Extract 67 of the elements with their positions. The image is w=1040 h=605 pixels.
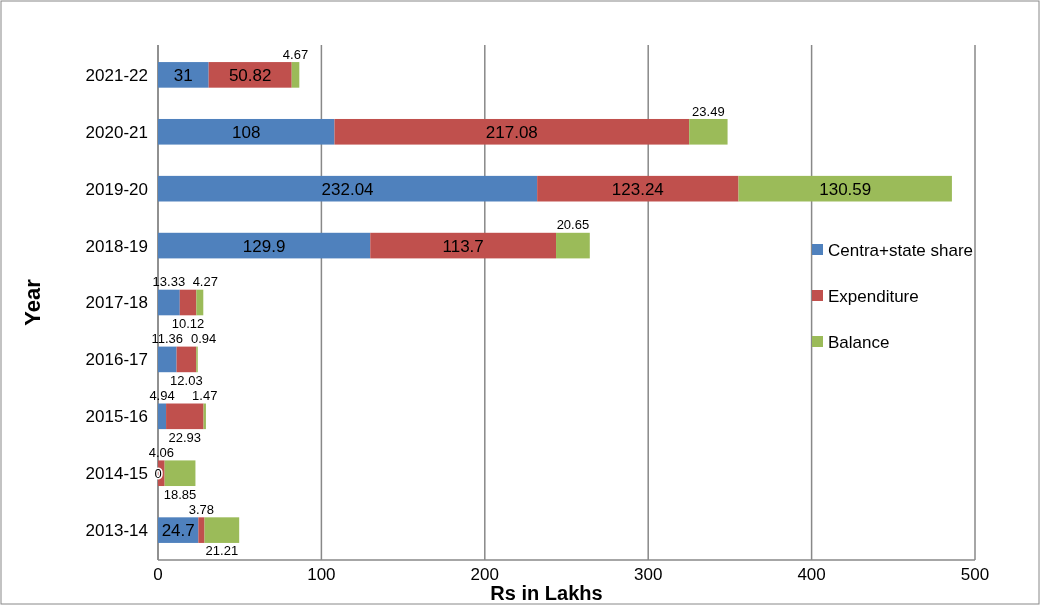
bar [158, 62, 209, 88]
bar [204, 517, 240, 543]
data-label: 23.49 [692, 103, 725, 119]
data-label: 21.21 [205, 543, 239, 559]
data-label: 4.67 [282, 46, 309, 62]
bar [556, 232, 590, 259]
bar [291, 62, 300, 88]
bar [166, 403, 204, 430]
bar [158, 346, 177, 373]
x-tick-label: 300 [634, 565, 663, 584]
data-label: 20.65 [556, 217, 590, 233]
data-label: 113.7 [442, 236, 484, 256]
data-label: 4.06 [148, 444, 174, 460]
bar [689, 118, 728, 145]
y-tick-label: 2013-14 [85, 521, 148, 541]
x-axis-title: Rs in Lakhs [490, 582, 603, 604]
legend-label: Expenditure [828, 286, 919, 306]
y-tick-label: 2014-15 [85, 464, 148, 484]
data-label: 0.94 [191, 331, 217, 347]
bar [370, 232, 557, 259]
legend-label: Balance [828, 332, 890, 352]
y-tick-label: 2017-18 [85, 293, 148, 313]
data-label: 12.03 [170, 372, 203, 388]
data-label: 4.94 [149, 388, 175, 404]
y-tick-label: 2018-19 [85, 236, 148, 256]
y-axis-title: Year [20, 278, 45, 326]
data-label: 232.04 [321, 179, 374, 199]
bar [738, 175, 952, 202]
x-tick-label: 0 [153, 565, 163, 584]
bar [158, 403, 167, 430]
y-tick-label: 2015-16 [85, 407, 148, 427]
data-label: 4.27 [192, 274, 218, 290]
bar [158, 289, 180, 316]
data-label: 24.7 [161, 521, 195, 541]
y-tick-label: 2020-21 [85, 122, 148, 142]
bar [158, 175, 538, 202]
x-tick-label: 200 [470, 565, 499, 584]
bar [164, 460, 196, 487]
data-label: 50.82 [228, 65, 272, 85]
y-tick-label: 2019-20 [85, 179, 148, 199]
data-label: 129.9 [242, 236, 286, 256]
data-label: 11.36 [151, 331, 184, 347]
bar [176, 346, 197, 373]
x-tick-label: 400 [797, 565, 826, 584]
data-label: 18.85 [163, 486, 197, 502]
bar [537, 175, 739, 202]
bar [334, 118, 690, 145]
bar [158, 118, 335, 145]
data-label: 22.93 [168, 429, 202, 445]
bar [179, 289, 197, 316]
legend-label: Centra+state share [828, 240, 974, 260]
y-tick-label: 2016-17 [85, 350, 148, 370]
bar [198, 517, 205, 543]
x-tick-label: 500 [960, 565, 990, 584]
x-tick-label: 100 [307, 565, 336, 584]
data-label: 1.47 [192, 388, 218, 404]
data-label: 130.59 [819, 179, 872, 199]
data-label: 217.08 [485, 122, 538, 142]
bar [196, 289, 204, 316]
data-label: 3.78 [188, 501, 215, 517]
data-label: 123.24 [611, 179, 664, 199]
y-tick-label: 2021-22 [85, 65, 148, 85]
data-label: 10.12 [171, 315, 205, 331]
bar [158, 232, 371, 259]
data-label: 13.33 [152, 274, 186, 290]
data-label: 31 [173, 65, 193, 85]
data-label: 108 [232, 122, 261, 142]
